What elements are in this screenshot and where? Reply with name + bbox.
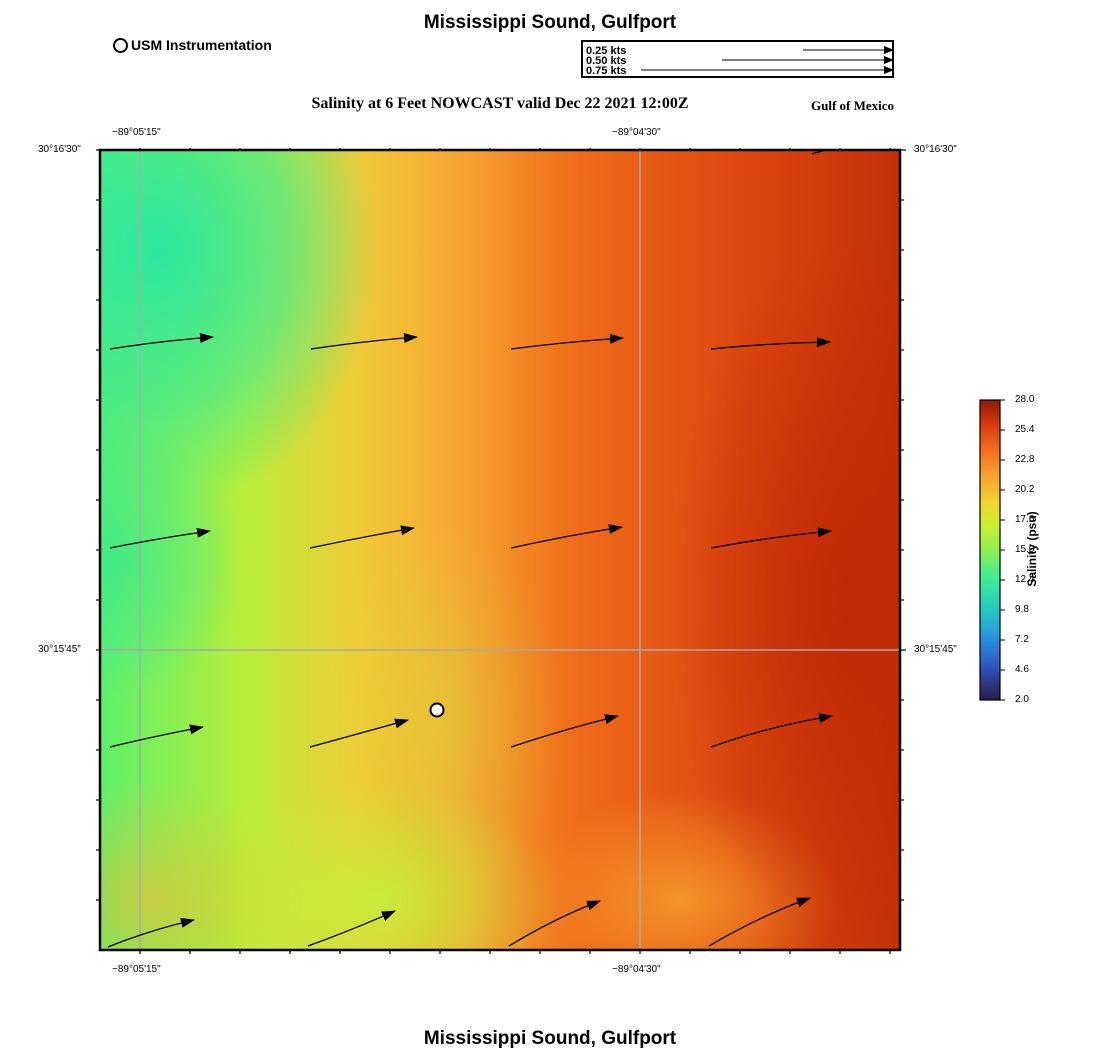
- lat-tick-left-2: 30°15'45": [38, 644, 81, 655]
- station-legend: USM Instrumentation: [113, 37, 272, 53]
- station-marker: [429, 702, 445, 718]
- current-vector: [510, 333, 624, 350]
- lon-tick-bottom-1: −89°05'15": [112, 964, 161, 975]
- current-vector: [510, 714, 619, 748]
- current-vector: [107, 918, 195, 948]
- lat-tick-right-2: 30°15'45": [914, 644, 957, 655]
- lat-tick-right-1: 30°16'30": [914, 144, 957, 155]
- colorbar-tick-label: 4.6: [1015, 664, 1029, 675]
- colorbar-tick-label: 17.6: [1015, 514, 1035, 525]
- colorbar-tick-label: 15.0: [1015, 544, 1035, 555]
- map-title: Mississippi Sound, Gulfport: [423, 12, 677, 33]
- colorbar-tick-label: 22.8: [1015, 454, 1035, 465]
- footer-title: Mississippi Sound, Gulfport: [423, 1028, 677, 1049]
- colorbar-tick-label: 9.8: [1015, 604, 1029, 615]
- salinity-colorbar: [979, 399, 1005, 701]
- vector-scale-legend: 0.25 kts 0.50 kts 0.75 kts: [581, 40, 894, 78]
- lon-tick-top-2: −89°04'30": [612, 127, 661, 138]
- region-label: Gulf of Mexico: [811, 98, 895, 113]
- current-vector: [508, 900, 601, 947]
- map-subtitle: Salinity at 6 Feet NOWCAST valid Dec 22 …: [311, 95, 689, 112]
- station-legend-label: USM Instrumentation: [131, 37, 272, 53]
- lon-tick-bottom-2: −89°04'30": [612, 964, 661, 975]
- colorbar-tick-label: 12.4: [1015, 574, 1035, 585]
- current-vector: [109, 724, 204, 748]
- current-vectors: [107, 149, 833, 948]
- salinity-map: [96, 148, 906, 954]
- colorbar-fill: [979, 399, 1001, 701]
- current-vector: [310, 333, 418, 350]
- colorbar-title: Salinity (psu): [1025, 511, 1039, 587]
- map-grid: [100, 150, 900, 950]
- map-ticks: [96, 148, 906, 954]
- salinity-field: [100, 150, 900, 950]
- current-vector: [307, 910, 396, 947]
- current-vector: [710, 337, 831, 350]
- current-vector: [510, 524, 623, 549]
- current-vector: [710, 527, 832, 549]
- colorbar-tick-label: 2.0: [1015, 694, 1029, 705]
- current-vector: [309, 525, 415, 549]
- colorbar-tick-label: 20.2: [1015, 484, 1035, 495]
- current-vector: [309, 718, 409, 748]
- colorbar-tick-label: 25.4: [1015, 424, 1035, 435]
- colorbar-tick-label: 28.0: [1015, 394, 1035, 405]
- scale-label-075: 0.75 kts: [586, 65, 627, 77]
- colorbar-ticks: [1000, 399, 1005, 701]
- current-vector: [109, 332, 214, 350]
- lon-tick-top-1: −89°05'15": [112, 127, 161, 138]
- scale-arrows: [641, 46, 894, 74]
- scale-label-050: 0.50 kts: [586, 55, 627, 67]
- colorbar-tick-label: 7.2: [1015, 634, 1029, 645]
- lat-tick-left-1: 30°16'30": [38, 144, 81, 155]
- current-vector: [710, 713, 833, 748]
- scale-label-025: 0.25 kts: [586, 45, 627, 57]
- current-vector: [708, 897, 811, 947]
- open-circle-icon: [113, 37, 128, 53]
- current-vector: [109, 527, 211, 549]
